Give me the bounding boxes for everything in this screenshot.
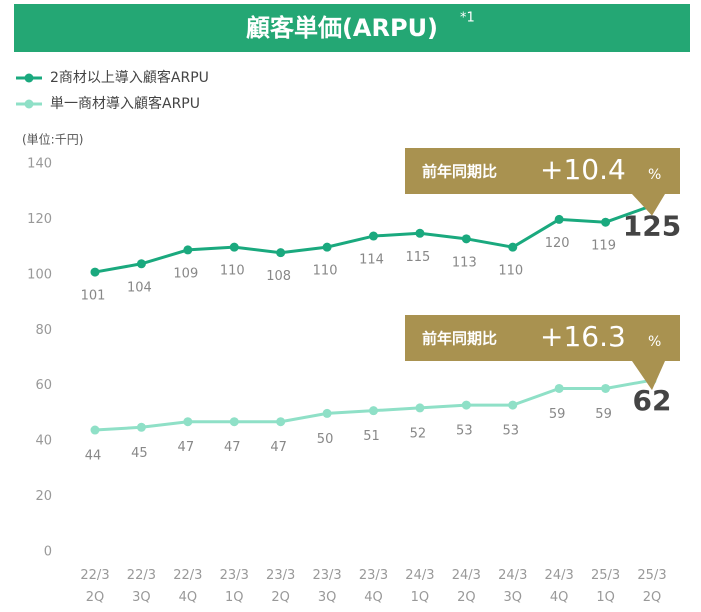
point — [276, 248, 286, 258]
data-label: 59 — [549, 407, 566, 422]
data-label: 53 — [502, 424, 519, 439]
data-label: 119 — [591, 239, 616, 254]
point — [601, 217, 611, 227]
y-tick-label: 120 — [27, 212, 52, 227]
x-tick-label: 24/3 3Q — [498, 568, 528, 605]
point — [183, 245, 193, 255]
series-line — [94, 378, 653, 432]
data-label: 50 — [317, 432, 334, 447]
x-tick-label: 22/3 2Q — [80, 568, 110, 605]
data-label: 110 — [313, 264, 338, 279]
y-tick-label: 20 — [35, 489, 52, 504]
callout-box — [405, 315, 680, 391]
x-tick-label: 23/3 4Q — [358, 568, 389, 605]
data-label: 44 — [85, 449, 102, 464]
legend-marker — [24, 73, 34, 83]
point — [415, 403, 425, 413]
callout-unit: % — [648, 167, 661, 183]
point — [136, 422, 146, 432]
x-tick-label: 25/3 1Q — [590, 568, 621, 605]
point — [601, 383, 611, 393]
point — [322, 408, 332, 418]
point — [554, 214, 564, 224]
x-tick-label: 24/3 2Q — [451, 568, 481, 605]
point — [276, 417, 286, 427]
point — [508, 400, 518, 410]
y-tick-label: 0 — [44, 545, 52, 560]
data-label: 113 — [452, 255, 477, 270]
x-tick-label: 24/3 1Q — [405, 568, 435, 605]
point — [229, 417, 239, 427]
data-label: 51 — [363, 429, 380, 444]
point — [322, 242, 332, 252]
point — [369, 231, 378, 241]
legend-marker — [24, 99, 34, 109]
callout-change: +16.3 — [540, 320, 626, 353]
title-bar — [14, 4, 690, 52]
x-tick-label: 23/3 2Q — [266, 568, 296, 605]
chart-title: 顧客単価(ARPU) — [246, 14, 438, 42]
legend-label: 単一商材導入顧客ARPU — [50, 95, 200, 112]
data-label: 110 — [220, 264, 245, 279]
title-note: *1 — [460, 11, 475, 26]
callout-box — [405, 148, 680, 216]
data-label: 59 — [595, 407, 612, 422]
callout-change: +10.4 — [540, 153, 626, 186]
callout-label: 前年同期比 — [422, 330, 497, 348]
data-label: 115 — [406, 250, 431, 265]
data-label: 114 — [359, 253, 384, 268]
data-label: 52 — [410, 426, 427, 441]
y-tick-label: 140 — [27, 157, 52, 172]
x-tick-label: 23/3 3Q — [312, 568, 342, 605]
point — [461, 400, 471, 410]
point — [415, 228, 425, 238]
data-label: 104 — [127, 280, 152, 295]
data-label: 47 — [270, 440, 287, 455]
data-label: 101 — [81, 289, 106, 304]
legend-label: 2商材以上導入顧客ARPU — [50, 69, 209, 86]
point — [508, 242, 518, 252]
callout-label: 前年同期比 — [422, 163, 497, 181]
point — [90, 425, 100, 435]
y-tick-label: 60 — [35, 378, 52, 393]
data-label: 110 — [498, 264, 523, 279]
data-label: 108 — [266, 269, 291, 284]
point — [369, 406, 378, 416]
point — [183, 417, 193, 427]
x-tick-label: 24/3 4Q — [544, 568, 574, 605]
point — [461, 234, 471, 244]
point — [136, 259, 146, 269]
callout-unit: % — [648, 334, 661, 350]
point — [90, 267, 100, 277]
data-label: 53 — [456, 424, 473, 439]
y-tick-label: 40 — [35, 434, 52, 449]
data-label: 109 — [173, 266, 198, 281]
x-tick-label: 25/3 2Q — [637, 568, 667, 605]
y-axis-label: (単位:千円) — [22, 132, 83, 147]
point — [554, 383, 564, 393]
x-tick-label: 22/3 4Q — [173, 568, 203, 605]
x-tick-label: 22/3 3Q — [126, 568, 156, 605]
x-tick-label: 23/3 1Q — [219, 568, 249, 605]
y-tick-label: 80 — [35, 323, 52, 338]
data-label: 47 — [224, 440, 241, 455]
point — [229, 242, 239, 252]
data-label: 120 — [545, 236, 570, 251]
data-label: 47 — [178, 440, 195, 455]
y-tick-label: 100 — [27, 267, 52, 282]
data-label: 45 — [131, 446, 148, 461]
